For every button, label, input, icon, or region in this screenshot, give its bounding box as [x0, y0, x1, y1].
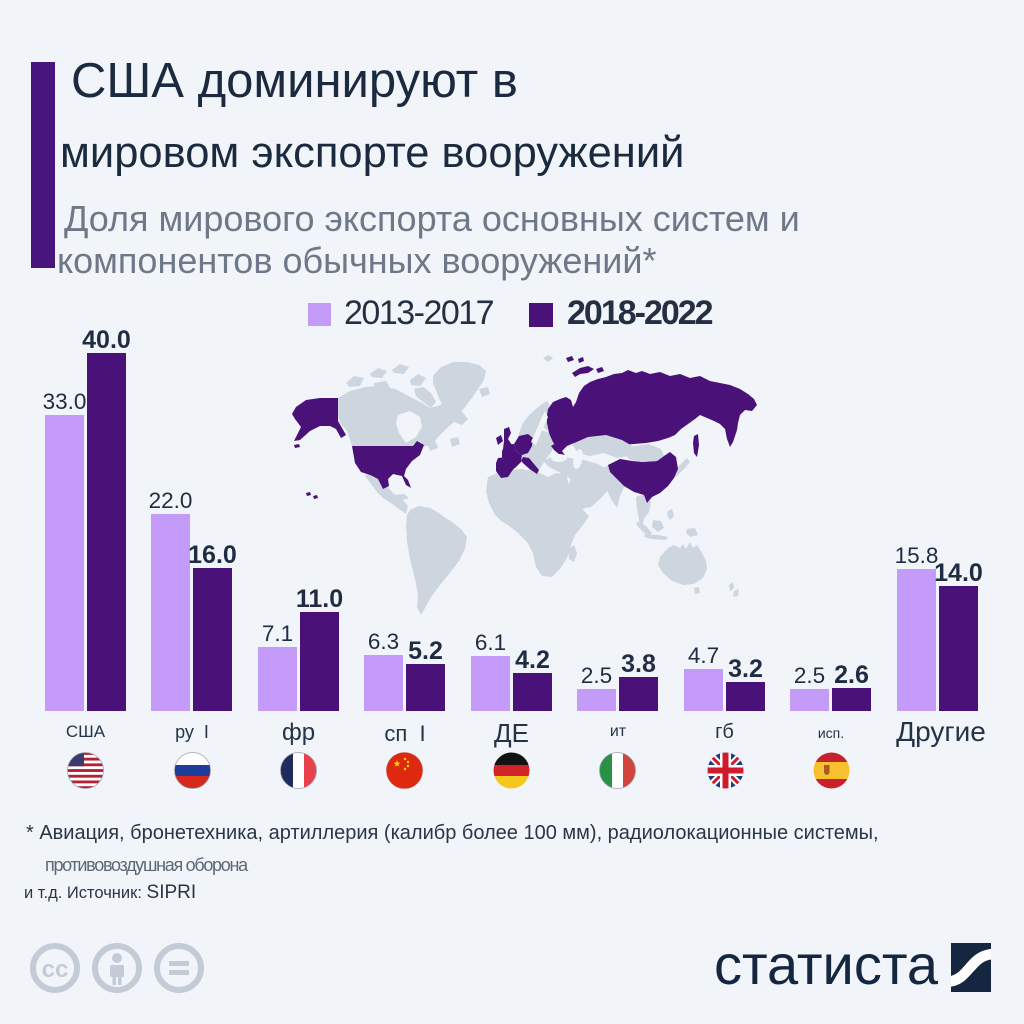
svg-text:cc: cc — [42, 956, 69, 983]
